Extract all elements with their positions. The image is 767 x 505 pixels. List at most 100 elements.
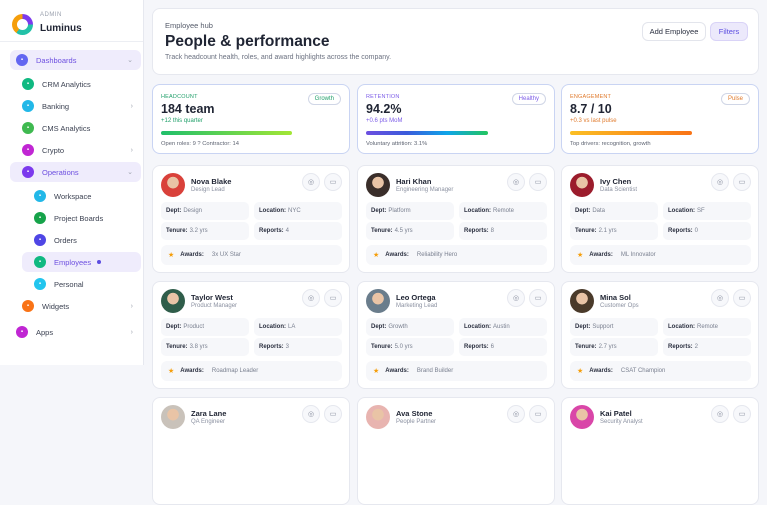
chevron-right-icon[interactable]: ›	[130, 302, 133, 310]
compass-icon: ◎	[307, 295, 315, 302]
employee-card: Nova Blake Design Lead ◎ ▭ Dept: Design L…	[152, 165, 350, 273]
view-profile-button[interactable]: ◎	[302, 173, 320, 191]
chat-icon: ▭	[534, 179, 542, 186]
message-button[interactable]: ▭	[733, 289, 751, 307]
view-profile-button[interactable]: ◎	[507, 173, 525, 191]
employee-name[interactable]: Zara Lane	[191, 409, 227, 418]
star-icon: ★	[577, 368, 584, 375]
sidebar-item-crypto[interactable]: ▪ Crypto ›	[10, 140, 141, 160]
view-profile-button[interactable]: ◎	[507, 289, 525, 307]
sidebar-item-banking[interactable]: ▪ Banking ›	[10, 96, 141, 116]
message-button[interactable]: ▭	[529, 289, 547, 307]
employee-name[interactable]: Hari Khan	[396, 177, 432, 186]
chevron-down-icon[interactable]: ⌄	[127, 169, 133, 176]
view-profile-button[interactable]: ◎	[711, 173, 729, 191]
compass-icon: ◎	[512, 179, 520, 186]
location-field: Location: NYC	[254, 202, 342, 220]
apps-icon: ▪	[16, 326, 28, 338]
message-button[interactable]: ▭	[733, 173, 751, 191]
sidebar-item-project-boards[interactable]: ▪ Project Boards	[22, 208, 141, 228]
view-profile-button[interactable]: ◎	[711, 405, 729, 423]
project-boards-icon: ▪	[34, 212, 46, 224]
sidebar-item-dashboards[interactable]: ▪ Dashboards ⌄	[10, 50, 141, 70]
view-profile-button[interactable]: ◎	[302, 405, 320, 423]
chevron-right-icon[interactable]: ›	[130, 102, 133, 110]
employee-name[interactable]: Ava Stone	[396, 409, 433, 418]
employee-name[interactable]: Ivy Chen	[600, 177, 632, 186]
stat-badge: Pulse	[720, 93, 750, 105]
view-profile-button[interactable]: ◎	[302, 289, 320, 307]
reports-field: Reports: 8	[459, 222, 547, 240]
message-button[interactable]: ▭	[324, 405, 342, 423]
employee-name[interactable]: Taylor West	[191, 293, 233, 302]
message-button[interactable]: ▭	[529, 173, 547, 191]
divider	[0, 41, 143, 42]
view-profile-button[interactable]: ◎	[507, 405, 525, 423]
employee-name[interactable]: Mina Sol	[600, 293, 631, 302]
stat-progress-bar	[570, 131, 693, 135]
stat-card-retention: RETENTION 94.2% +0.6 pts MoM Voluntary a…	[357, 84, 555, 154]
sidebar-item-cms-analytics[interactable]: ▪ CMS Analytics	[10, 118, 141, 138]
view-profile-button[interactable]: ◎	[711, 289, 729, 307]
employee-card: Hari Khan Engineering Manager ◎ ▭ Dept: P…	[357, 165, 555, 273]
compass-icon: ◎	[716, 411, 724, 418]
reports-field: Reports: 6	[459, 338, 547, 356]
stat-note: Voluntary attrition: 3.1%	[366, 141, 428, 147]
chat-icon: ▭	[329, 295, 337, 302]
avatar	[570, 289, 594, 313]
employee-name[interactable]: Kai Patel	[600, 409, 632, 418]
chat-icon: ▭	[738, 411, 746, 418]
filters-button[interactable]: Filters	[710, 22, 748, 41]
stat-value: 8.7 / 10	[570, 102, 612, 116]
chevron-right-icon[interactable]: ›	[130, 146, 133, 154]
employee-card: Ava Stone People Partner ◎ ▭	[357, 397, 555, 505]
stat-card-headcount: HEADCOUNT 184 team +12 this quarter Open…	[152, 84, 350, 154]
compass-icon: ◎	[512, 411, 520, 418]
tenure-field: Tenure: 4.5 yrs	[366, 222, 454, 240]
sidebar-item-orders[interactable]: ▪ Orders	[22, 230, 141, 250]
sidebar-item-label: Widgets	[42, 301, 70, 311]
sidebar-item-label: Personal	[54, 279, 84, 289]
message-button[interactable]: ▭	[733, 405, 751, 423]
sidebar-item-label: Orders	[54, 235, 77, 245]
reports-field: Reports: 0	[663, 222, 751, 240]
brand-name: Luminus	[40, 23, 82, 34]
chevron-right-icon[interactable]: ›	[130, 328, 133, 336]
avatar	[161, 289, 185, 313]
chevron-down-icon[interactable]: ⌄	[127, 57, 133, 64]
message-button[interactable]: ▭	[324, 173, 342, 191]
stat-value: 184 team	[161, 102, 215, 116]
crm-analytics-icon: ▪	[22, 78, 34, 90]
stat-label: RETENTION	[366, 94, 400, 100]
sidebar-item-crm-analytics[interactable]: ▪ CRM Analytics	[10, 74, 141, 94]
stat-value: 94.2%	[366, 102, 402, 116]
sidebar-item-personal[interactable]: ▪ Personal	[22, 274, 141, 294]
header-card: Employee hub People & performance Track …	[152, 8, 759, 75]
sidebar-item-workspace[interactable]: ▪ Workspace	[22, 186, 141, 206]
stat-progress-bar	[161, 131, 292, 135]
employee-role: QA Engineer	[191, 419, 226, 425]
employee-name[interactable]: Leo Ortega	[396, 293, 436, 302]
sidebar-item-operations[interactable]: ▪ Operations ⌄	[10, 162, 141, 182]
add-employee-button[interactable]: Add Employee	[642, 22, 706, 41]
compass-icon: ◎	[307, 179, 315, 186]
message-button[interactable]: ▭	[324, 289, 342, 307]
widgets-icon: ▪	[22, 300, 34, 312]
sidebar-item-label: Banking	[42, 101, 70, 111]
message-button[interactable]: ▭	[529, 405, 547, 423]
sidebar-item-widgets[interactable]: ▪ Widgets ›	[10, 296, 141, 316]
stat-progress-bar	[366, 131, 489, 135]
employees-icon: ▪	[34, 256, 46, 268]
star-icon: ★	[168, 368, 175, 375]
employee-card: Kai Patel Security Analyst ◎ ▭	[561, 397, 759, 505]
sidebar-item-employees[interactable]: ▪ Employees	[22, 252, 141, 272]
employee-role: People Partner	[396, 419, 437, 425]
stat-label: HEADCOUNT	[161, 94, 198, 100]
brand[interactable]: ADMIN Luminus	[12, 12, 82, 36]
sidebar-item-apps[interactable]: ▪ Apps ›	[10, 322, 141, 342]
avatar	[366, 173, 390, 197]
employee-card: Mina Sol Customer Ops ◎ ▭ Dept: Support L…	[561, 281, 759, 389]
sidebar-item-label: Crypto	[42, 145, 65, 155]
employee-card: Taylor West Product Manager ◎ ▭ Dept: Pro…	[152, 281, 350, 389]
employee-name[interactable]: Nova Blake	[191, 177, 232, 186]
